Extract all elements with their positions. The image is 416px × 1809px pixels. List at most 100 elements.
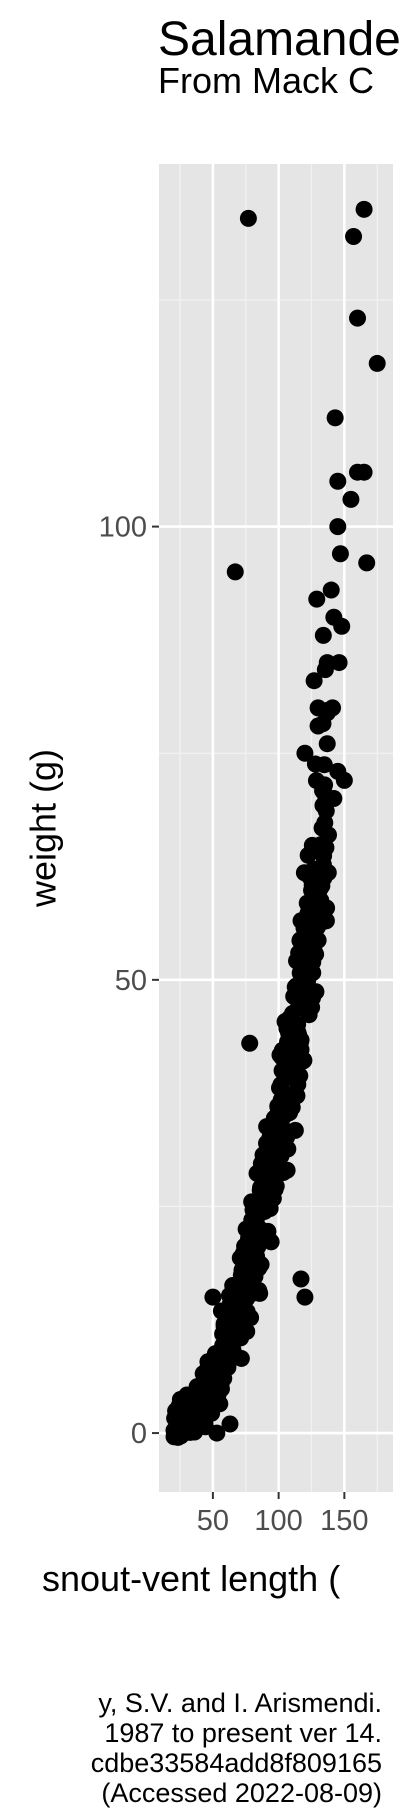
data-point <box>307 841 325 859</box>
y-tick-label: 50 <box>115 965 147 997</box>
data-point <box>253 1182 271 1200</box>
data-point <box>232 1349 250 1367</box>
data-point <box>342 490 360 508</box>
data-point <box>243 1211 261 1229</box>
y-tick-label: 100 <box>99 512 147 544</box>
data-point <box>355 200 373 218</box>
data-point <box>271 1046 289 1064</box>
data-point <box>175 1424 193 1442</box>
data-point <box>234 1244 252 1262</box>
data-point <box>313 819 331 837</box>
data-point <box>294 962 312 980</box>
data-point <box>335 771 353 789</box>
data-point <box>296 744 314 762</box>
data-point <box>290 1067 308 1085</box>
data-point <box>255 1200 273 1218</box>
data-point <box>329 472 347 490</box>
data-point <box>322 581 340 599</box>
data-point <box>196 1415 214 1433</box>
data-point <box>325 790 343 808</box>
plot-panel <box>159 164 393 1492</box>
data-point <box>306 755 324 773</box>
x-tick-label: 50 <box>197 1505 229 1537</box>
caption-line-2: 1987 to present ver 14. <box>104 1718 382 1748</box>
data-point <box>355 463 373 481</box>
x-tick-label: 150 <box>320 1505 368 1537</box>
data-point <box>296 1288 314 1306</box>
data-point <box>224 1277 242 1295</box>
major-gridlines <box>159 164 393 1492</box>
data-point <box>300 867 318 885</box>
data-point <box>209 1353 227 1371</box>
data-point <box>290 944 308 962</box>
data-point <box>249 1254 267 1272</box>
data-point <box>330 654 348 672</box>
data-point <box>305 942 323 960</box>
data-point <box>239 209 257 227</box>
data-point <box>331 545 349 563</box>
data-point <box>208 1424 226 1442</box>
data-point <box>309 717 327 735</box>
data-point <box>314 626 332 644</box>
data-point <box>368 354 386 372</box>
axes: 50 100 150 0 50 100 <box>99 512 369 1537</box>
data-point <box>204 1288 222 1306</box>
data-point <box>309 699 327 717</box>
data-point <box>194 1365 212 1383</box>
data-point <box>292 1270 310 1288</box>
data-points <box>165 200 386 1446</box>
data-point <box>295 1051 313 1069</box>
data-point <box>329 518 347 536</box>
data-point <box>240 1269 258 1287</box>
data-point <box>178 1386 196 1404</box>
data-point <box>238 1303 256 1321</box>
data-point <box>273 1133 291 1151</box>
data-point <box>232 1289 250 1307</box>
data-point <box>226 563 244 581</box>
data-point <box>265 1146 283 1164</box>
minor-gridlines <box>159 164 393 1492</box>
data-point <box>265 1109 283 1127</box>
x-axis-label: snout-vent length ( <box>42 1558 340 1599</box>
data-point <box>318 735 336 753</box>
data-point <box>303 998 321 1016</box>
data-point <box>274 1063 292 1081</box>
x-tick-label: 100 <box>254 1505 302 1537</box>
caption-line-4: (Accessed 2022-08-09) <box>101 1778 382 1808</box>
data-point <box>345 228 363 246</box>
chart-subtitle: From Mack C <box>158 60 374 101</box>
data-point <box>307 983 325 1001</box>
data-point <box>324 699 342 717</box>
data-point <box>286 1034 304 1052</box>
data-point <box>283 1099 301 1117</box>
data-point <box>241 1034 259 1052</box>
data-point <box>276 1013 294 1031</box>
data-point <box>313 877 331 895</box>
data-point <box>211 1375 229 1393</box>
y-tick-label: 0 <box>131 1418 147 1450</box>
data-point <box>349 309 367 327</box>
y-axis-label: weight (g) <box>23 749 64 908</box>
data-point <box>358 554 376 572</box>
data-point <box>180 1406 198 1424</box>
data-point <box>243 1224 261 1242</box>
data-point <box>305 672 323 690</box>
data-point <box>326 409 344 427</box>
data-point <box>221 1415 239 1433</box>
data-point <box>333 617 351 635</box>
data-point <box>216 1335 234 1353</box>
data-point <box>291 932 309 950</box>
data-point <box>250 1281 268 1299</box>
data-point <box>318 654 336 672</box>
data-point <box>317 912 335 930</box>
data-point <box>308 590 326 608</box>
chart-title: Salamande <box>158 13 401 66</box>
data-point <box>278 1161 296 1179</box>
caption-line-1: y, S.V. and I. Arismendi. <box>98 1688 382 1718</box>
data-point <box>195 1399 213 1417</box>
data-point <box>285 987 303 1005</box>
data-point <box>229 1317 247 1335</box>
scatter-plot: 50 100 150 0 50 100 weight (g) snout-vent len… <box>23 164 393 1599</box>
data-point <box>253 1165 271 1183</box>
caption-line-3: cdbe33584add8f809165 <box>90 1748 382 1778</box>
